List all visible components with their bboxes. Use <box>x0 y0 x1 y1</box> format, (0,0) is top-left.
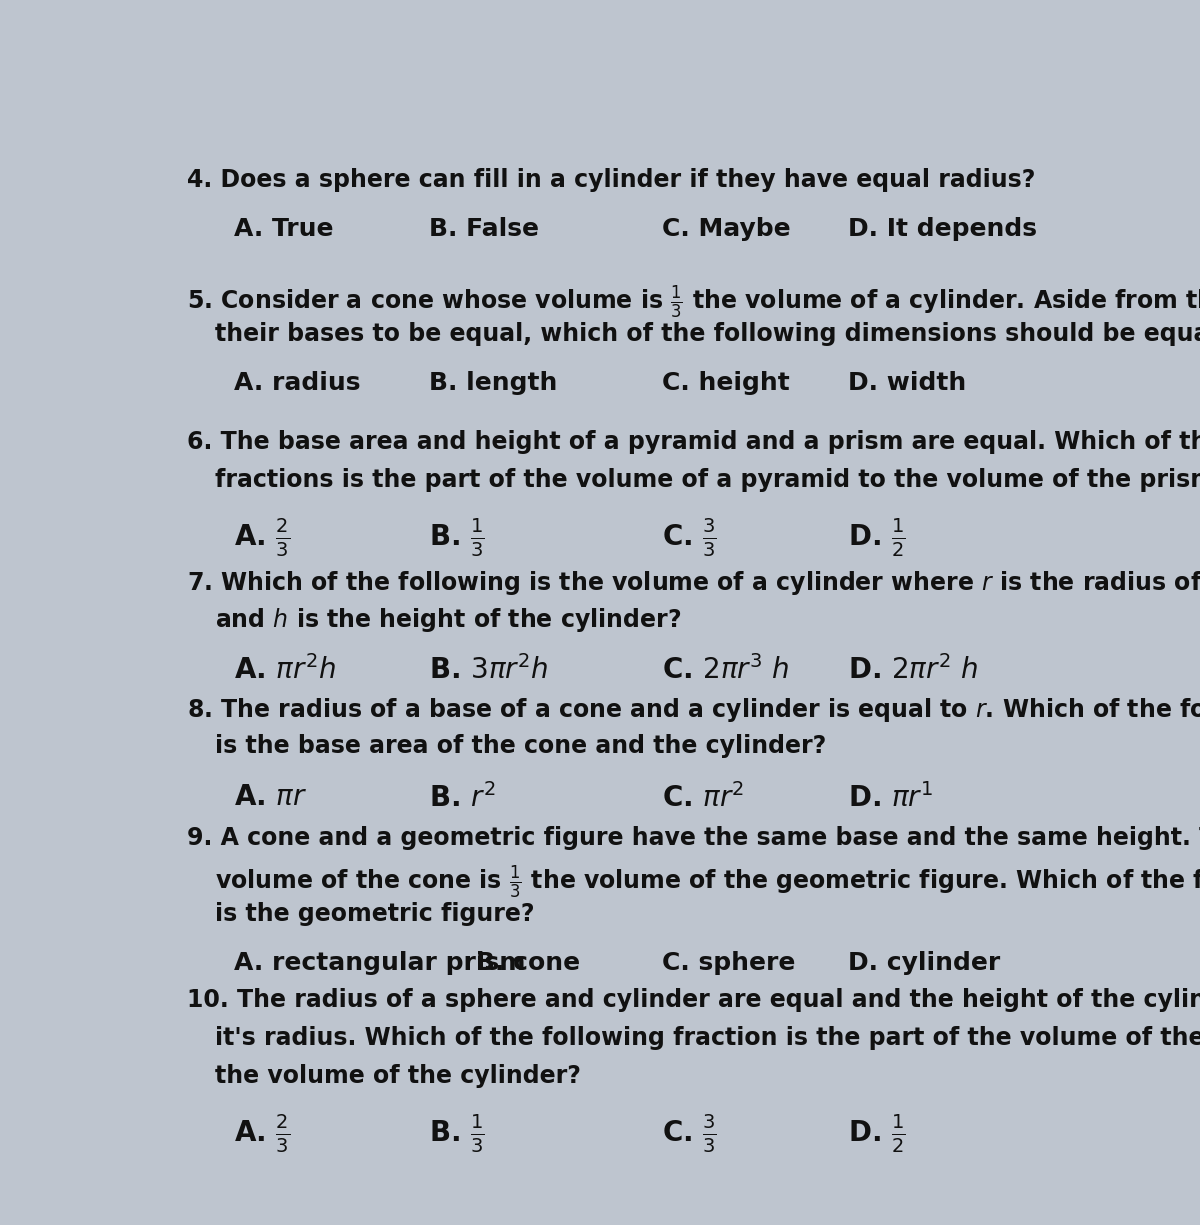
Text: their bases to be equal, which of the following dimensions should be equal?: their bases to be equal, which of the fo… <box>215 321 1200 345</box>
Text: and $h$ is the height of the cylinder?: and $h$ is the height of the cylinder? <box>215 606 682 635</box>
Text: B. False: B. False <box>430 217 539 241</box>
Text: A. radius: A. radius <box>234 370 360 394</box>
Text: fractions is the part of the volume of a pyramid to the volume of the prism?: fractions is the part of the volume of a… <box>215 468 1200 491</box>
Text: C. height: C. height <box>661 370 790 394</box>
Text: B. length: B. length <box>430 370 557 394</box>
Text: A. $\pi r^2 h$: A. $\pi r^2 h$ <box>234 655 336 685</box>
Text: 9. A cone and a geometric figure have the same base and the same height. The: 9. A cone and a geometric figure have th… <box>187 826 1200 850</box>
Text: D. It depends: D. It depends <box>847 217 1037 241</box>
Text: D. cylinder: D. cylinder <box>847 951 1000 975</box>
Text: B. $\frac{1}{3}$: B. $\frac{1}{3}$ <box>430 517 485 559</box>
Text: B. $r^2$: B. $r^2$ <box>430 783 496 812</box>
Text: 4. Does a sphere can fill in a cylinder if they have equal radius?: 4. Does a sphere can fill in a cylinder … <box>187 168 1036 192</box>
Text: 8. The radius of a base of a cone and a cylinder is equal to $r$. Which of the f: 8. The radius of a base of a cone and a … <box>187 696 1200 724</box>
Text: it's radius. Which of the following fraction is the part of the volume of the sp: it's radius. Which of the following frac… <box>215 1027 1200 1050</box>
Text: C. $\frac{3}{3}$: C. $\frac{3}{3}$ <box>661 1112 716 1155</box>
Text: 6. The base area and height of a pyramid and a prism are equal. Which of the fol: 6. The base area and height of a pyramid… <box>187 430 1200 454</box>
Text: 7. Which of the following is the volume of a cylinder where $r$ is the radius of: 7. Which of the following is the volume … <box>187 568 1200 597</box>
Text: volume of the cone is $\frac{1}{3}$ the volume of the geometric figure. Which of: volume of the cone is $\frac{1}{3}$ the … <box>215 864 1200 902</box>
Text: A. $\pi r$: A. $\pi r$ <box>234 783 307 811</box>
Text: the volume of the cylinder?: the volume of the cylinder? <box>215 1063 581 1088</box>
Text: C. $2\pi r^3\ h$: C. $2\pi r^3\ h$ <box>661 655 790 685</box>
Text: 10. The radius of a sphere and cylinder are equal and the height of the cylinder: 10. The radius of a sphere and cylinder … <box>187 989 1200 1012</box>
Text: A. rectangular prism: A. rectangular prism <box>234 951 526 975</box>
Text: B. $\frac{1}{3}$: B. $\frac{1}{3}$ <box>430 1112 485 1155</box>
Text: D. $2\pi r^2\ h$: D. $2\pi r^2\ h$ <box>847 655 978 685</box>
Text: A. True: A. True <box>234 217 334 241</box>
Text: C. $\pi r^2$: C. $\pi r^2$ <box>661 783 744 812</box>
Text: is the geometric figure?: is the geometric figure? <box>215 902 535 926</box>
Text: is the base area of the cone and the cylinder?: is the base area of the cone and the cyl… <box>215 734 827 758</box>
Text: D. width: D. width <box>847 370 966 394</box>
Text: D. $\frac{1}{2}$: D. $\frac{1}{2}$ <box>847 517 905 559</box>
Text: C. Maybe: C. Maybe <box>661 217 790 241</box>
Text: 5. Consider a cone whose volume is $\frac{1}{3}$ the volume of a cylinder. Aside: 5. Consider a cone whose volume is $\fra… <box>187 284 1200 321</box>
Text: D. $\pi r^1$: D. $\pi r^1$ <box>847 783 932 812</box>
Text: C. sphere: C. sphere <box>661 951 794 975</box>
Text: A. $\frac{2}{3}$: A. $\frac{2}{3}$ <box>234 1112 289 1155</box>
Text: B. cone: B. cone <box>475 951 580 975</box>
Text: D. $\frac{1}{2}$: D. $\frac{1}{2}$ <box>847 1112 905 1155</box>
Text: C. $\frac{3}{3}$: C. $\frac{3}{3}$ <box>661 517 716 559</box>
Text: B. $3\pi r^2 h$: B. $3\pi r^2 h$ <box>430 655 548 685</box>
Text: A. $\frac{2}{3}$: A. $\frac{2}{3}$ <box>234 517 289 559</box>
